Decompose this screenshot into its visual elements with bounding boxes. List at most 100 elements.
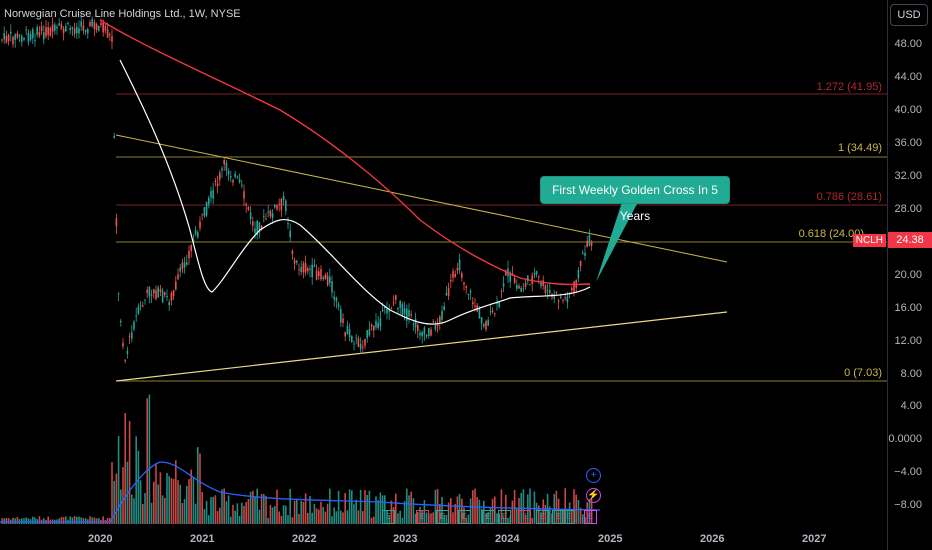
earnings-icon[interactable]: E (498, 510, 511, 524)
fib-label-0618: 0.618 (24.00) (798, 228, 864, 240)
volume-bar (199, 453, 201, 524)
volume-bar (392, 507, 395, 524)
volume-bar (293, 500, 296, 524)
volume-bar (27, 518, 30, 524)
candle-body (199, 221, 201, 229)
candle-body (522, 288, 525, 290)
time-tick: 2020 (88, 533, 113, 545)
volume-bar (390, 500, 393, 524)
time-tick: 2027 (802, 533, 827, 545)
volume-bar (364, 490, 366, 524)
volume-bar (285, 505, 287, 524)
volume-bar (302, 501, 305, 524)
candle-body (326, 275, 329, 286)
candle-body (67, 22, 69, 24)
currency-button[interactable]: USD (890, 4, 928, 26)
volume-bar (65, 516, 67, 524)
candle-body (351, 335, 353, 343)
candle-body (489, 311, 492, 313)
volume-bar (287, 515, 289, 524)
callout-pointer (596, 202, 638, 282)
candle-body (197, 232, 199, 238)
candle-body (584, 252, 586, 256)
volume-bar (73, 516, 76, 524)
volume-bar (461, 498, 463, 524)
volume-bar (210, 497, 212, 524)
earnings-icon[interactable]: E (482, 510, 495, 524)
candle-body (291, 250, 294, 255)
price-axis[interactable]: USD 48.00 44.00 40.00 36.00 32.00 28.00 … (887, 0, 932, 550)
volume-bar (329, 488, 331, 524)
candle-body (49, 27, 52, 37)
candle-body (474, 305, 476, 307)
candle-body (137, 306, 140, 314)
earnings-icon[interactable]: E (536, 510, 549, 524)
lower-trendline (115, 311, 728, 382)
volume-bar (82, 518, 85, 524)
candle-body (342, 318, 344, 324)
candle-body (238, 178, 241, 183)
volume-bar (496, 513, 498, 524)
price-chart[interactable] (0, 0, 888, 550)
volume-bar (161, 495, 164, 524)
earnings-icon[interactable]: E (562, 510, 575, 524)
volume-bar (527, 494, 529, 524)
volume-bar (258, 509, 261, 524)
volume-bar (208, 515, 210, 524)
candle-body (146, 289, 148, 293)
volume-bar (282, 505, 285, 524)
earnings-icon[interactable]: E (552, 510, 565, 524)
candle-body (172, 290, 175, 297)
candle-body (454, 273, 456, 277)
volume-bar (7, 518, 10, 524)
candle-body (496, 302, 498, 304)
candle-body (216, 183, 219, 187)
volume-bar (379, 492, 382, 524)
candle-body (478, 308, 481, 319)
earnings-icon[interactable]: E (436, 510, 449, 524)
earnings-icon[interactable]: E (458, 510, 471, 524)
golden-cross-callout[interactable]: First Weekly Golden Cross In 5 Years (540, 176, 730, 223)
candle-body (282, 196, 285, 201)
candle-body (56, 26, 58, 29)
volume-bar (260, 494, 263, 524)
earnings-icon[interactable]: E (518, 510, 531, 524)
time-tick: 2021 (190, 533, 215, 545)
add-event-icon[interactable]: + (586, 468, 601, 483)
volume-bar (454, 503, 456, 524)
candle-body (447, 288, 450, 297)
candle-body (7, 34, 10, 41)
candle-body (208, 197, 210, 205)
candle-body (346, 325, 349, 334)
volume-tick: −8.00 (894, 499, 922, 511)
volume-bar (399, 510, 401, 524)
volume-bar (511, 500, 514, 524)
volume-bar (544, 504, 547, 524)
volume-bar (135, 436, 137, 524)
candle-body (203, 207, 206, 217)
volume-bar (353, 504, 355, 524)
candle-body (210, 191, 212, 198)
volume-bar (274, 506, 276, 524)
volume-bar (412, 498, 415, 524)
candle-body (357, 338, 360, 347)
candle-body (276, 204, 278, 210)
earnings-icon[interactable]: E (416, 510, 429, 524)
volume-bar (549, 506, 551, 524)
earnings-icon[interactable]: E (584, 510, 597, 524)
candle-body (520, 287, 522, 292)
candle-body (153, 289, 155, 294)
volume-bar (175, 460, 177, 524)
candle-body (425, 334, 428, 337)
lightning-icon[interactable]: ⚡ (586, 488, 601, 503)
candle-body (43, 32, 45, 40)
candle-body (315, 270, 318, 280)
volume-bar (342, 512, 344, 524)
volume-bar (419, 507, 421, 524)
earnings-icon[interactable]: E (382, 510, 395, 524)
candle-body (423, 327, 426, 335)
volume-bar (289, 488, 291, 524)
candle-body (214, 180, 217, 183)
price-tick: 8.00 (900, 368, 922, 380)
candle-body (375, 320, 377, 328)
